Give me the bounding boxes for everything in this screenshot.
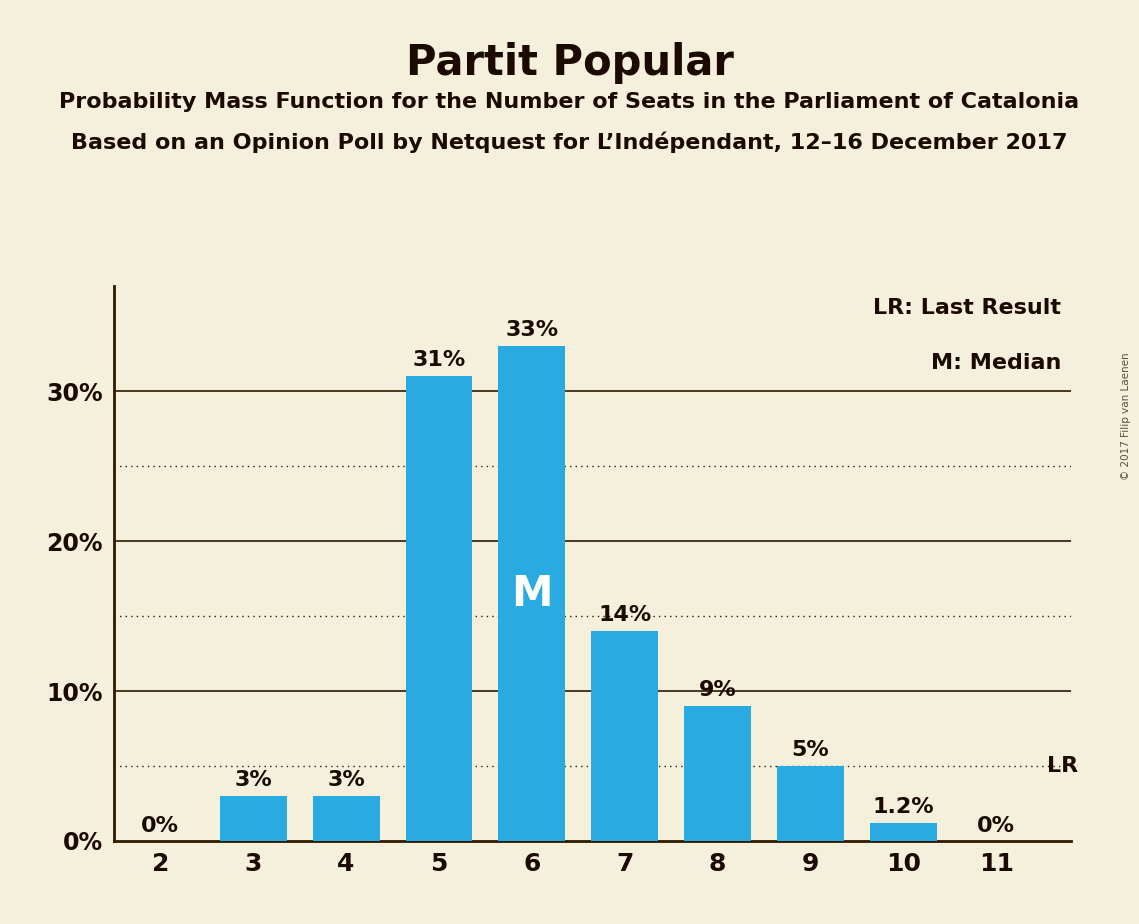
Bar xyxy=(405,376,473,841)
Bar xyxy=(777,766,844,841)
Bar xyxy=(499,346,565,841)
Text: 0%: 0% xyxy=(977,816,1015,836)
Text: 14%: 14% xyxy=(598,605,652,625)
Text: 3%: 3% xyxy=(327,770,364,790)
Bar xyxy=(685,706,751,841)
Bar xyxy=(220,796,287,841)
Text: 33%: 33% xyxy=(506,321,558,340)
Text: 0%: 0% xyxy=(141,816,179,836)
Text: M: M xyxy=(511,573,552,614)
Text: © 2017 Filip van Laenen: © 2017 Filip van Laenen xyxy=(1121,352,1131,480)
Bar xyxy=(870,823,937,841)
Text: Partit Popular: Partit Popular xyxy=(405,42,734,83)
Text: Probability Mass Function for the Number of Seats in the Parliament of Catalonia: Probability Mass Function for the Number… xyxy=(59,92,1080,113)
Text: LR: LR xyxy=(1048,756,1079,776)
Text: M: Median: M: Median xyxy=(931,353,1062,373)
Text: 1.2%: 1.2% xyxy=(872,796,934,817)
Text: 5%: 5% xyxy=(792,740,829,760)
Text: Based on an Opinion Poll by Netquest for L’Indépendant, 12–16 December 2017: Based on an Opinion Poll by Netquest for… xyxy=(72,131,1067,152)
Bar xyxy=(313,796,379,841)
Text: 3%: 3% xyxy=(235,770,272,790)
Text: LR: Last Result: LR: Last Result xyxy=(874,298,1062,318)
Bar xyxy=(591,631,658,841)
Text: 9%: 9% xyxy=(699,680,737,700)
Text: 31%: 31% xyxy=(412,350,466,371)
